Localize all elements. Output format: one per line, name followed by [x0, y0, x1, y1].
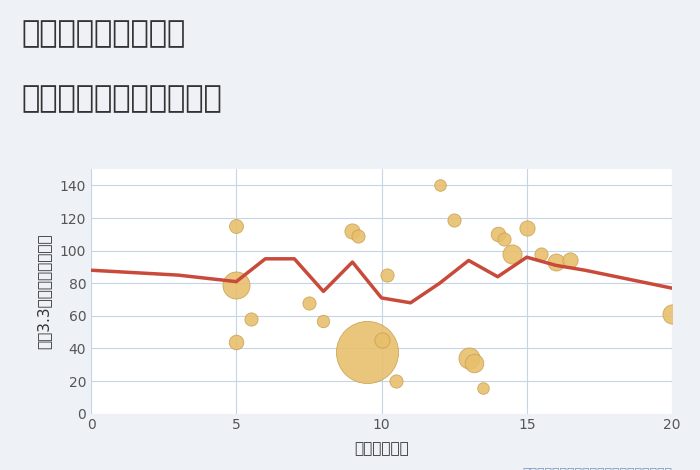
Point	[449, 216, 460, 223]
Text: 奈良県奈良市三碓の: 奈良県奈良市三碓の	[21, 19, 186, 48]
Point	[231, 222, 242, 230]
X-axis label: 駅距離（分）: 駅距離（分）	[354, 441, 409, 456]
Point	[492, 231, 503, 238]
Y-axis label: 坪（3.3㎡）単価（万円）: 坪（3.3㎡）単価（万円）	[36, 234, 51, 349]
Text: 円の大きさは、取引のあった物件面積を示す: 円の大きさは、取引のあった物件面積を示す	[522, 467, 672, 470]
Point	[463, 354, 475, 362]
Point	[391, 377, 402, 385]
Point	[382, 271, 393, 279]
Point	[469, 360, 480, 367]
Point	[231, 338, 242, 345]
Point	[498, 235, 509, 243]
Point	[477, 384, 489, 392]
Point	[521, 224, 532, 232]
Point	[565, 257, 576, 264]
Point	[318, 317, 329, 324]
Point	[666, 311, 678, 318]
Point	[353, 232, 364, 240]
Text: 駅距離別中古戸建て価格: 駅距離別中古戸建て価格	[21, 85, 222, 114]
Point	[346, 227, 358, 235]
Point	[550, 258, 561, 266]
Point	[231, 281, 242, 289]
Point	[536, 250, 547, 258]
Point	[245, 315, 256, 323]
Point	[361, 348, 372, 355]
Point	[434, 182, 445, 189]
Point	[303, 299, 314, 306]
Point	[376, 337, 387, 344]
Point	[507, 250, 518, 258]
